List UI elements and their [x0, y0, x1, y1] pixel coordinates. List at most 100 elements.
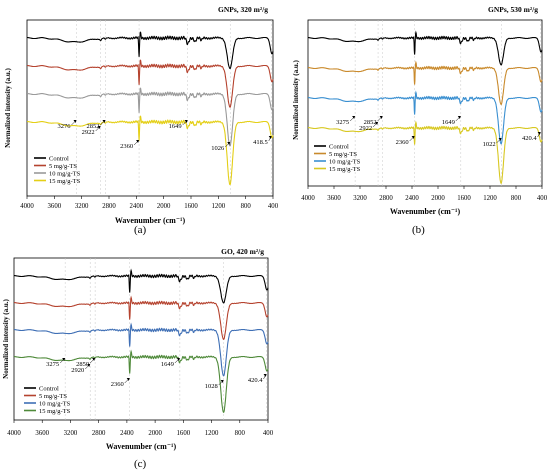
peak-label: 2360	[396, 139, 409, 146]
x-tick-label: 1600	[177, 430, 191, 437]
series-line-3	[27, 87, 274, 147]
peak-label: 2920	[71, 367, 84, 374]
chart-panel-b: 3275 2922 2852 2360 1649 1022 420.4 GNPs, 530 m…	[290, 0, 550, 240]
peak-arrowhead	[184, 120, 188, 123]
peak-arrowhead	[73, 120, 77, 123]
x-tick-label: 3600	[35, 430, 49, 437]
series-line-4	[27, 115, 274, 186]
x-tick-label: 2800	[102, 203, 116, 210]
peak-label: 3275	[336, 119, 349, 126]
legend-label: 10 mg/g-TS	[39, 401, 71, 408]
peak-arrowhead	[227, 142, 231, 145]
y-axis-label: Normalized intensity (a.u.)	[2, 298, 10, 378]
legend-label: Control	[49, 156, 69, 163]
peak-arrowhead	[375, 122, 379, 125]
x-tick-label: 1200	[212, 203, 226, 210]
peak-arrowhead	[352, 116, 356, 119]
peak-arrowhead	[268, 136, 272, 139]
peak-arrowhead	[411, 136, 415, 139]
x-tick-label: 2000	[431, 195, 445, 202]
legend-label: 15 mg/g-TS	[49, 178, 81, 185]
peak-arrowhead	[457, 116, 461, 119]
peak-arrowhead	[220, 380, 224, 383]
legend-label: 10 mg/g-TS	[49, 171, 81, 178]
x-tick-label: 3200	[353, 195, 367, 202]
legend-label: 15 mg/g-TS	[39, 408, 71, 415]
plot-frame	[307, 19, 543, 187]
peak-label: 2852	[86, 123, 99, 130]
peak-arrowhead	[498, 138, 502, 141]
peak-label: 3276	[57, 123, 71, 130]
x-tick-label: 1200	[205, 430, 219, 437]
peak-label: 3275	[46, 361, 59, 368]
x-tick-label: 1200	[483, 195, 497, 202]
peak-label: 420.4	[248, 377, 263, 384]
peak-arrowhead	[97, 126, 101, 129]
panel-a-label: (a)	[134, 224, 147, 236]
x-tick-label: 2400	[405, 195, 419, 202]
chart-title: GNPs, 320 m²/g	[218, 5, 268, 14]
x-tick-label: 2000	[148, 430, 162, 437]
peak-arrowhead	[176, 358, 180, 361]
x-tick-label: 2400	[130, 203, 144, 210]
series-line-2	[14, 295, 269, 341]
x-tick-label: 3200	[64, 430, 78, 437]
panel-b-label: (b)	[412, 224, 425, 236]
peak-label: 1649	[161, 361, 174, 368]
peak-arrowhead	[62, 358, 66, 361]
peak-arrowhead	[136, 140, 140, 143]
legend-label: 5 mg/g-TS	[39, 393, 67, 400]
x-tick-label: 1600	[184, 203, 198, 210]
chart-panel-a: 3276 2922 2852 2360 1649 1026 418.5 GNPs, 320 m…	[0, 0, 280, 240]
x-tick-label: 4000	[20, 203, 34, 210]
x-tick-label: 800	[235, 430, 246, 437]
x-tick-label: 4000	[7, 430, 21, 437]
peak-label: 2852	[364, 119, 377, 126]
peak-arrowhead	[126, 378, 130, 381]
panel-c-label: (c)	[134, 458, 147, 470]
peak-label: 1026	[211, 145, 225, 152]
legend-label: Control	[329, 144, 349, 151]
series-line-3	[14, 322, 269, 377]
peak-label: 1649	[442, 119, 455, 126]
x-tick-label: 3200	[75, 203, 89, 210]
legend-label: Control	[39, 386, 59, 393]
chart-title: GO, 420 m²/g	[221, 247, 264, 256]
peak-label: 2360	[111, 381, 124, 388]
series-line-1	[308, 30, 543, 66]
legend-label: 10 mg/g-TS	[329, 159, 361, 166]
series-line-4	[308, 120, 543, 185]
x-tick-label: 2000	[157, 203, 171, 210]
peak-arrowhead	[92, 358, 96, 361]
chart-title: GNPs, 530 m²/g	[488, 5, 538, 14]
peak-label: 2922	[359, 125, 372, 132]
series-line-4	[14, 349, 269, 414]
peak-label: 420.4	[522, 135, 537, 142]
legend-label: 15 mg/g-TS	[329, 166, 361, 173]
x-axis-label: Wavenumber (cm⁻¹)	[390, 207, 461, 216]
peak-label: 1649	[169, 123, 182, 130]
x-tick-label: 2800	[92, 430, 106, 437]
x-tick-label: 2800	[379, 195, 393, 202]
x-tick-label: 800	[511, 195, 522, 202]
peak-label: 2850	[76, 361, 89, 368]
series-line-2	[27, 59, 274, 108]
peak-label: 1028	[205, 383, 218, 390]
x-tick-label: 4000	[301, 195, 315, 202]
legend-label: 5 mg/g-TS	[329, 151, 357, 158]
peak-arrowhead	[537, 132, 541, 135]
legend-label: 5 mg/g-TS	[49, 163, 77, 170]
series-line-1	[27, 31, 274, 70]
peak-label: 2922	[82, 129, 95, 136]
x-axis-label: Wavenumber (cm⁻¹)	[115, 216, 186, 225]
series-line-1	[14, 268, 269, 304]
peak-arrowhead	[263, 374, 267, 377]
peak-label: 418.5	[253, 139, 268, 146]
peak-arrowhead	[102, 120, 106, 123]
peak-label: 2360	[120, 143, 133, 150]
x-tick-label: 3600	[327, 195, 341, 202]
x-tick-label: 400	[263, 430, 274, 437]
